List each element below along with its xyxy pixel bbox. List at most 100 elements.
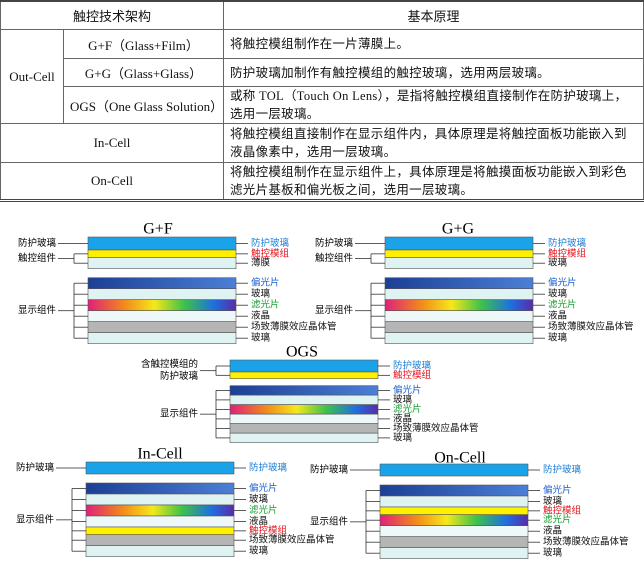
component-label: 防护玻璃 — [315, 237, 353, 249]
layer-label: 防护玻璃 — [548, 237, 586, 249]
name-cell: OGS（One Glass Solution） — [63, 86, 224, 124]
layer-label: 液晶 — [548, 310, 567, 322]
header-row: 触控技术架构 基本原理 — [0, 0, 644, 30]
layer-label: 偏光片 — [251, 277, 280, 289]
component-label: 触控组件 — [18, 252, 57, 264]
layer — [229, 413, 379, 424]
diagram-title: OGS — [286, 344, 318, 361]
layer-label: 玻璃 — [543, 547, 562, 559]
layer — [85, 534, 235, 547]
layer-label: 液晶 — [251, 310, 270, 322]
layer — [87, 236, 237, 251]
layer-label: 场致薄膜效应晶体管 — [393, 422, 479, 434]
layer — [85, 461, 235, 475]
layer-label: 触控模组 — [543, 504, 582, 516]
component-label: 显示组件 — [310, 515, 349, 527]
layer — [384, 288, 534, 301]
layer-label: 玻璃 — [251, 288, 270, 300]
layer-label: 触控模组 — [251, 247, 290, 259]
comparison-table: 触控技术架构 基本原理 Out-Cell G+F（Glass+Film） 将触控… — [0, 0, 644, 202]
layer — [384, 299, 534, 312]
name-cell: In-Cell — [0, 123, 224, 163]
row: G+G（Glass+Glass） 防护玻璃加制作有触控模组的触控玻璃，选用两层玻… — [1, 58, 644, 87]
layer — [379, 536, 529, 549]
layer-label: 滤光片 — [543, 514, 572, 526]
layer — [87, 310, 237, 323]
layer — [379, 525, 529, 538]
layer-label: 偏光片 — [393, 384, 422, 396]
diagram-title: G+G — [442, 221, 475, 238]
component-label: 触控组件 — [315, 252, 354, 264]
layer — [229, 404, 379, 415]
name-cell: On-Cell — [0, 162, 224, 202]
layer-label: 玻璃 — [548, 288, 567, 300]
principle-cell: 防护玻璃加制作有触控模组的触控玻璃，选用两层玻璃。 — [222, 58, 644, 87]
layer — [384, 257, 534, 270]
layer-label: 玻璃 — [543, 495, 562, 507]
layer — [384, 277, 534, 290]
layer — [384, 321, 534, 334]
layer — [85, 493, 235, 506]
layer — [87, 299, 237, 312]
layer — [85, 504, 235, 517]
layer — [87, 257, 237, 270]
component-label: 显示组件 — [160, 408, 199, 420]
layer-label: 偏光片 — [543, 484, 572, 496]
header-cell: 触控技术架构 — [0, 0, 224, 30]
principle-cell: 将触控模组制作在显示组件上，具体原理是将触摸面板功能嵌入到彩色滤光片基板和偏光板… — [222, 162, 644, 202]
layer — [229, 432, 379, 443]
layer-label: 防护玻璃 — [251, 237, 289, 249]
layer-label: 场致薄膜效应晶体管 — [251, 321, 337, 333]
layer-label: 玻璃 — [548, 257, 567, 269]
layer — [87, 332, 237, 345]
layer-label: 滤光片 — [251, 299, 280, 311]
component-label: 含触控模组的 — [141, 358, 198, 370]
component-label: 显示组件 — [315, 304, 354, 316]
layer-label: 滤光片 — [249, 504, 278, 516]
layer — [229, 423, 379, 434]
layer-label: 玻璃 — [249, 493, 268, 505]
diagram-title: On-Cell — [434, 450, 486, 467]
layer — [379, 495, 529, 508]
layer — [87, 277, 237, 290]
layer-label: 滤光片 — [393, 403, 422, 415]
layer-label: 薄膜 — [251, 257, 271, 269]
component-label: 防护玻璃 — [160, 370, 198, 382]
layer-label: 触控模组 — [393, 369, 432, 381]
layer-label: 玻璃 — [251, 332, 270, 344]
layer — [85, 545, 235, 558]
principle-cell: 将触控模组直接制作在显示组件内，具体原理是将触控面板功能嵌入到液晶像素中，选用一… — [222, 123, 644, 163]
layer-label: 场致薄膜效应晶体管 — [543, 536, 629, 548]
layer — [229, 385, 379, 396]
layer — [379, 484, 529, 497]
layer-label: 液晶 — [543, 525, 562, 537]
layer-label: 偏光片 — [548, 277, 577, 289]
principle-cell: 或称 TOL（Touch On Lens），是指将触控模组直接制作在防护玻璃上，… — [222, 86, 644, 124]
layer-label: 偏光片 — [249, 482, 278, 494]
diagram-title: In-Cell — [137, 446, 183, 463]
layer — [85, 515, 235, 528]
layer — [379, 463, 529, 477]
row: OGS（One Glass Solution） 或称 TOL（Touch On … — [1, 86, 644, 124]
layer-label: 场致薄膜效应晶体管 — [249, 534, 335, 546]
layer — [229, 394, 379, 405]
layer-label: 玻璃 — [393, 393, 412, 405]
layer-label: 防护玻璃 — [393, 360, 431, 372]
layer — [87, 249, 237, 258]
layer-label: 滤光片 — [548, 299, 577, 311]
layer — [379, 547, 529, 560]
name-cell: G+G（Glass+Glass） — [63, 58, 224, 87]
layer-label: 防护玻璃 — [543, 464, 581, 476]
layer-label: 液晶 — [393, 412, 412, 424]
layer — [229, 371, 379, 379]
component-label: 防护玻璃 — [16, 462, 54, 474]
layer-label: 液晶 — [249, 515, 268, 527]
layer-label: 玻璃 — [548, 332, 567, 344]
row: In-Cell 将触控模组直接制作在显示组件内，具体原理是将触控面板功能嵌入到液… — [0, 123, 644, 163]
layer-label: 玻璃 — [249, 545, 268, 557]
layer-label: 触控模组 — [548, 247, 587, 259]
diagram-title: G+F — [143, 221, 173, 238]
layer-label: 防护玻璃 — [249, 462, 287, 474]
